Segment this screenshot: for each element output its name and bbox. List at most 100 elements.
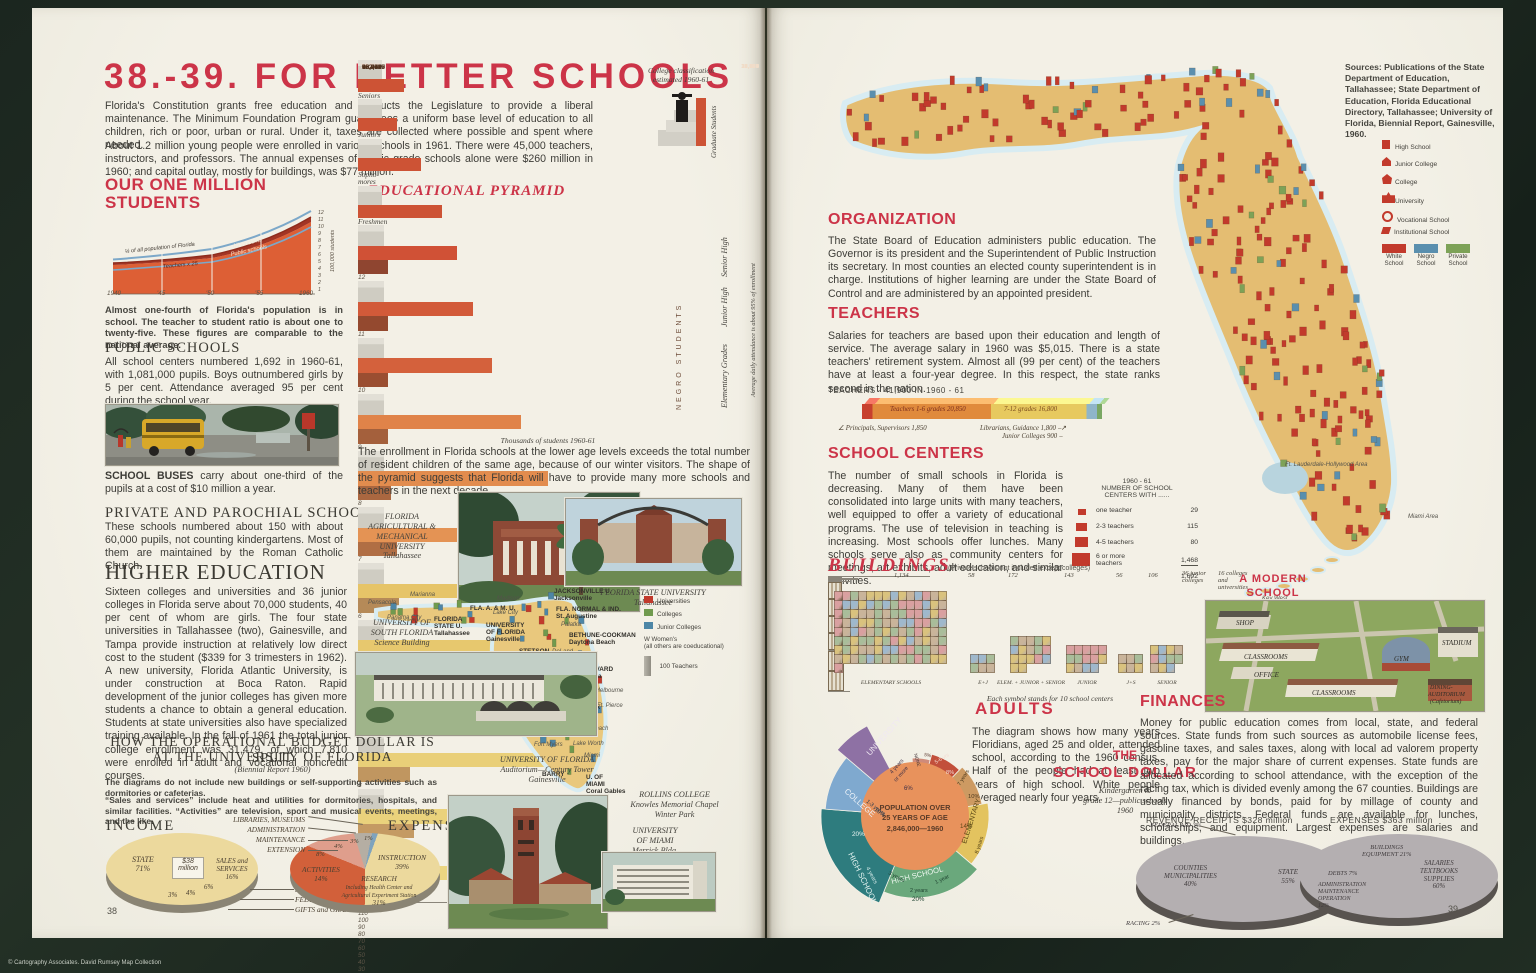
negro-students-value: 19,765 (741, 64, 759, 70)
college-bar: 13,000 (358, 63, 404, 92)
building-group-label: JUNIOR (1077, 680, 1097, 686)
map-label: Fort Myers (534, 742, 563, 748)
map-label: Lake Worth (573, 741, 604, 747)
school-symbol (438, 604, 443, 611)
building-symbol (1174, 654, 1183, 664)
wheel-label: NONE (913, 753, 921, 767)
school-symbol (1334, 425, 1342, 433)
school-symbol (1331, 483, 1337, 491)
building-group-label: J+S (1126, 680, 1136, 686)
svg-text:9: 9 (318, 231, 321, 237)
school-symbol (1262, 159, 1269, 166)
count-bracket (828, 691, 850, 692)
map-label: BETHUNE-COOKMAN Daytona Beach (569, 632, 636, 647)
school-symbol (1250, 382, 1257, 391)
expense-leader-maintenance: MAINTENANCE (255, 836, 305, 844)
school-symbol (469, 617, 475, 623)
school-symbol (567, 768, 572, 775)
negro-students-value: 11,341 (741, 64, 759, 70)
modern-label-classrooms-2: CLASSROOMS (1312, 689, 1356, 697)
map-label: FLA. A. & M. U. (470, 605, 516, 612)
page-number-left: 38 (107, 906, 118, 916)
school-symbol (1309, 179, 1315, 187)
million-students-heading: OUR ONE MILLION STUDENTS (105, 175, 267, 212)
pyramid-step (358, 506, 384, 528)
modern-label-dining-3: (Cafetorium) (1430, 698, 1461, 705)
building-group-count: 58 (968, 572, 975, 579)
pyramid-step (358, 732, 384, 753)
college-bar: 18,000 (358, 63, 421, 171)
college-classification-note: College classification estimated 1960-61 (647, 66, 714, 85)
school-symbol (1361, 386, 1368, 395)
school-symbol (1286, 247, 1292, 255)
school-symbol (1269, 287, 1275, 296)
school-symbol (1173, 111, 1180, 119)
school-symbol (981, 109, 989, 119)
negro-students-value: 27,289 (741, 64, 759, 70)
school-symbol (1085, 99, 1092, 108)
map-label: JACKSONVILLE U. Jacksonville (554, 588, 612, 603)
school-symbol (397, 608, 403, 616)
miami-label: UNIVERSITY OF MIAMI Merrick Bldg. (632, 826, 678, 855)
school-symbol (1140, 118, 1147, 126)
tbar-label-junior-colleges: Junior Colleges 900 ⎯ (1002, 433, 1063, 440)
group-label-senior-high: Senior High (720, 237, 729, 277)
school-symbol (930, 96, 937, 104)
school-symbol (1321, 411, 1328, 420)
y-axis-label: 100,000 students (330, 230, 336, 272)
school-symbol (935, 133, 943, 141)
x-tick: 30 (358, 965, 365, 973)
revenue-federal-label: FEDERAL AID 3% (1150, 822, 1202, 829)
college-bar-label: Seniors (358, 91, 381, 100)
school-symbol (1239, 284, 1245, 293)
modern-label-dining-2: AUDITORIUM (1427, 692, 1466, 698)
school-symbol (552, 638, 557, 647)
school-symbol (1314, 471, 1323, 480)
svg-text:1: 1 (318, 287, 321, 293)
school-symbol (1319, 320, 1326, 330)
negro-school-label: Negro School (1416, 253, 1436, 267)
school-symbol (919, 103, 927, 112)
school-symbol (1222, 216, 1230, 225)
school-symbol (1303, 234, 1311, 243)
building-group-count: 143 (1064, 572, 1074, 579)
school-symbol (1006, 135, 1013, 143)
florida-keys (1244, 556, 1340, 597)
school-symbol (975, 76, 982, 87)
school-symbol (597, 675, 603, 684)
school-symbol (1233, 326, 1238, 334)
school-symbol (1091, 85, 1099, 94)
school-symbol (1318, 191, 1324, 200)
school-symbol (1256, 291, 1262, 301)
expense-slice-activities: ACTIVITIES 14% (302, 865, 340, 883)
intro-paragraph-1: Florida's Constitution grants free educa… (105, 100, 593, 152)
school-symbol (390, 602, 397, 610)
school-symbol (1055, 76, 1060, 86)
pyramid-step (358, 60, 382, 79)
school-symbol (1248, 211, 1255, 219)
school-symbol (1200, 158, 1207, 169)
expense-pct-3: 3% (350, 838, 359, 845)
graduate-figure (658, 90, 708, 146)
school-symbol (1183, 82, 1190, 92)
colleges-swatch (644, 609, 653, 616)
school-symbol (1094, 123, 1102, 131)
school-symbol (1293, 187, 1299, 195)
expense-leader-libraries: LIBRARIES, MUSEUMS (233, 816, 305, 824)
school-symbol (1250, 336, 1257, 346)
legend-institutional: Institutional School (1394, 229, 1450, 236)
income-slice-sales: SALES and SERVICES 16% (216, 857, 248, 881)
uf-label: UNIVERSITY OF FLORIDA Auditorium—Century… (499, 755, 595, 784)
school-symbol (1236, 236, 1242, 246)
school-symbol (852, 132, 859, 142)
map-label: U. OF MIAMI Coral Gables (586, 774, 626, 796)
school-symbol (569, 745, 575, 754)
school-symbol (1351, 533, 1357, 541)
school-symbol (1335, 437, 1341, 445)
school-symbol (1119, 84, 1126, 94)
grade-number: 10 (358, 387, 366, 395)
school-symbol (540, 736, 547, 744)
tbar-label-librarians: Librarians, Guidance 1,800 ⎯↗ (980, 425, 1067, 432)
school-symbol (1299, 277, 1305, 285)
